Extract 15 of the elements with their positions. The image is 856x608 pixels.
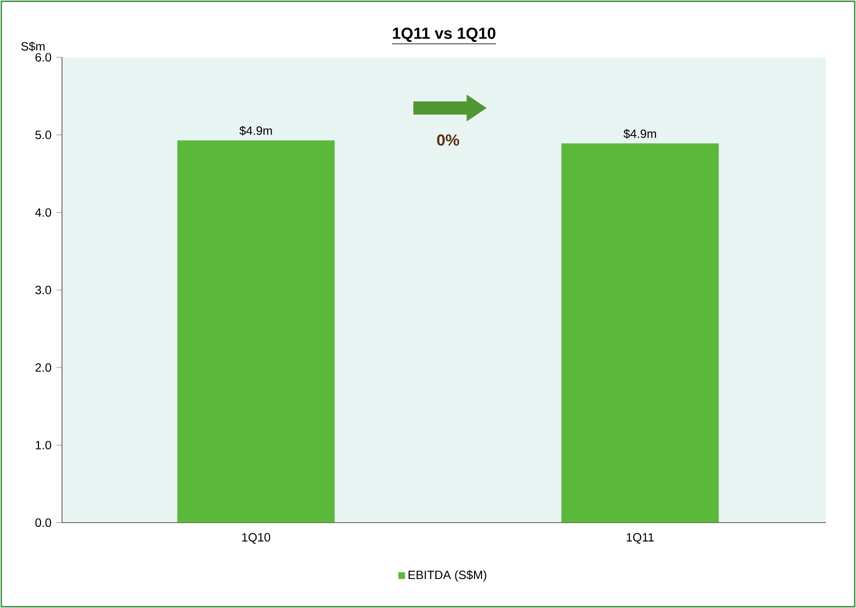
y-tick-label: 2.0 (36, 363, 52, 372)
data-label: $4.9m (239, 126, 272, 136)
data-label: $4.9m (624, 128, 656, 139)
y-tick-label: 5.0 (35, 130, 52, 140)
x-tick-label: 1Q10 (242, 533, 270, 544)
y-tick-label: 4.0 (35, 208, 52, 217)
y-tick-label: 0.0 (35, 518, 52, 527)
y-tick-label: 6.0 (36, 53, 52, 62)
y-tick-label: 1.0 (36, 440, 52, 450)
y-tick-label: 3.0 (35, 286, 52, 294)
chart-title: 1Q11 vs 1Q10 (392, 28, 496, 42)
y-axis-title: S$m (21, 42, 45, 52)
annotation: 0% (437, 134, 460, 146)
x-tick-label: 1Q11 (626, 533, 654, 544)
legend-label: EBITDA (S$M) (408, 570, 486, 582)
